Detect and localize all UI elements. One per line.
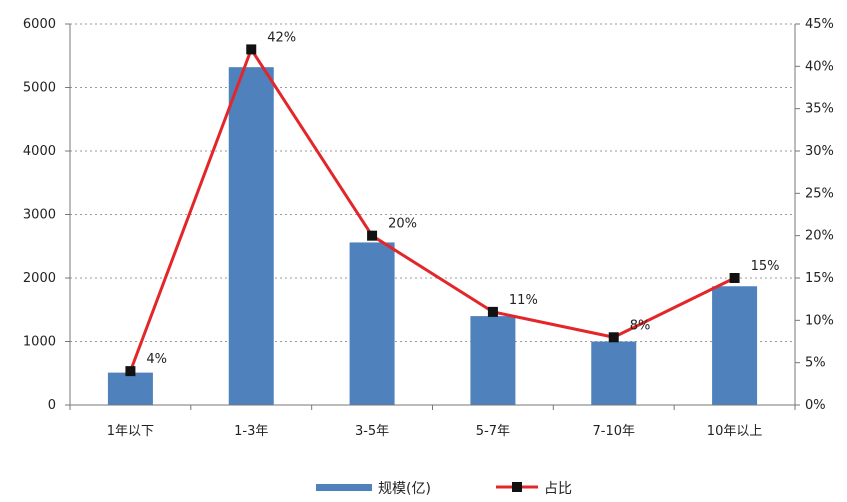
data-label: 11% [509,293,538,308]
line-point [246,44,257,55]
x-tick-label: 1年以下 [107,424,154,439]
y-left-tick-label: 6000 [23,17,56,32]
y-left-tick-label: 4000 [23,144,56,159]
data-label: 15% [751,259,780,274]
bar [712,286,758,405]
y-left-tick-label: 2000 [23,271,56,286]
x-tick-label: 7-10年 [592,424,635,439]
gridlines [70,23,795,342]
y-right-tick-label: 35% [805,102,834,117]
y-right-tick-label: 40% [805,59,834,74]
data-label: 8% [630,318,651,333]
line-point [367,230,378,241]
legend: 规模(亿) 占比 [316,481,572,497]
line-point [125,366,136,377]
y-right-tick-label: 45% [805,17,834,32]
legend-label-bar: 规模(亿) [378,481,431,497]
line-point [608,332,619,343]
legend-swatch-marker [512,482,522,492]
y-right-tick-label: 20% [805,229,834,244]
data-label: 42% [267,30,296,45]
y-right-tick-label: 0% [805,398,826,413]
ratio-line-path [129,47,736,372]
bars [107,67,758,406]
y-left-tick-label: 3000 [23,208,56,223]
bar [591,341,637,405]
y-right-tick-label: 10% [805,313,834,328]
x-tick-label: 1-3年 [234,424,268,439]
data-label: 20% [388,217,417,232]
line-point [729,273,740,283]
x-tick-label: 3-5年 [355,424,389,439]
y-right-tick-label: 30% [805,144,834,159]
bar [228,67,274,406]
ratio-line [125,44,740,377]
y-left-tick-label: 5000 [23,81,56,96]
data-label: 4% [146,352,167,367]
labels: 0 1000 2000 3000 4000 5000 6000 0% 5% 10% 15% 20% 25… [23,17,834,439]
axes [65,23,800,410]
bar [349,242,395,405]
x-tick-label: 5-7年 [476,424,510,439]
bar [470,316,516,405]
line-point [487,306,498,317]
x-tick-label: 10年以上 [707,424,763,439]
y-right-tick-label: 25% [805,186,834,201]
legend-label-line: 占比 [544,481,572,497]
y-right-tick-label: 15% [805,271,834,286]
legend-swatch-bar [316,484,372,491]
y-left-tick-label: 1000 [23,335,56,350]
bar [107,372,153,405]
y-left-tick-label: 0 [48,398,56,413]
y-right-tick-label: 5% [805,356,826,371]
